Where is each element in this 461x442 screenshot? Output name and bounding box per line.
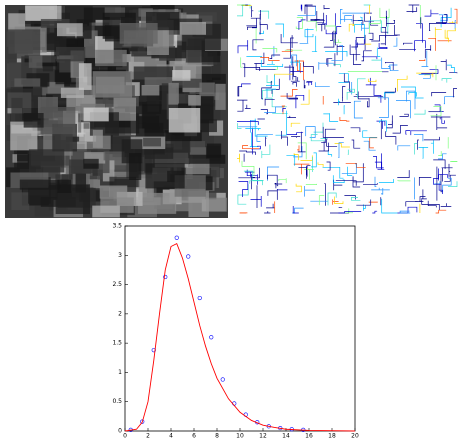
texture-cell — [84, 108, 109, 122]
texture-cell — [79, 63, 92, 90]
texture-cell — [129, 153, 141, 180]
texture-cell — [143, 138, 161, 147]
contour-image — [236, 4, 458, 214]
texture-cell — [6, 89, 41, 109]
x-tick-label: 6 — [192, 433, 196, 439]
texture-cell — [29, 56, 43, 68]
texture-cell — [142, 85, 160, 95]
texture-cell — [172, 70, 190, 81]
y-tick-label: 1.5 — [112, 340, 122, 347]
texture-cell — [5, 29, 40, 58]
texture-cell — [180, 22, 206, 35]
texture-cell — [169, 108, 200, 132]
y-tick-label: 3 — [118, 252, 122, 259]
texture-cell — [29, 149, 64, 172]
y-tick-label: 3.5 — [112, 223, 122, 230]
texture-cell — [14, 78, 40, 86]
texture-cell — [24, 113, 44, 128]
texture-cell — [20, 180, 60, 190]
texture-cell — [168, 83, 178, 105]
texture-cell — [93, 71, 132, 97]
texture-cell — [11, 192, 29, 210]
texture-cell — [104, 151, 125, 160]
data-point — [186, 255, 190, 259]
texture-cell — [95, 50, 127, 66]
x-tick-label: 10 — [236, 433, 244, 439]
contour-line — [339, 207, 342, 208]
x-tick-label: 12 — [259, 433, 267, 439]
x-tick-label: 16 — [305, 433, 313, 439]
data-point — [209, 335, 213, 339]
texture-cell — [92, 206, 120, 218]
texture-cell — [100, 186, 128, 199]
texture-cell — [190, 155, 226, 164]
data-point — [198, 296, 202, 300]
texture-cell — [145, 163, 184, 188]
texture-cell — [57, 23, 83, 36]
texture-cell — [215, 84, 225, 110]
x-tick-label: 0 — [123, 433, 127, 439]
y-tick-label: 1 — [118, 369, 122, 376]
texture-cell — [56, 47, 85, 61]
texture-cell — [83, 159, 98, 169]
x-tick-label: 20 — [351, 433, 359, 439]
texture-cell — [145, 148, 174, 159]
y-tick-label: 0 — [118, 428, 122, 435]
data-point — [221, 378, 225, 382]
image-bg — [236, 4, 458, 214]
texture-cell — [93, 130, 103, 148]
x-tick-label: 18 — [328, 433, 336, 439]
plot-frame — [125, 226, 355, 431]
grayscale-image — [5, 5, 228, 218]
texture-cell — [188, 95, 201, 106]
x-tick-label: 4 — [169, 433, 173, 439]
x-tick-label: 14 — [282, 433, 290, 439]
y-tick-label: 2.5 — [112, 281, 122, 288]
texture-cell — [199, 83, 214, 97]
x-tick-label: 2 — [146, 433, 150, 439]
y-tick-label: 0.5 — [112, 398, 122, 405]
texture-cell — [206, 198, 227, 212]
texture-cell — [41, 107, 76, 134]
texture-cell — [25, 5, 57, 21]
x-tick-label: 8 — [215, 433, 219, 439]
y-tick-label: 2 — [118, 310, 122, 317]
texture-cell — [57, 180, 71, 193]
fit-curve — [125, 244, 355, 431]
texture-cell — [11, 98, 22, 125]
data-point — [175, 236, 179, 240]
texture-cell — [120, 23, 158, 44]
